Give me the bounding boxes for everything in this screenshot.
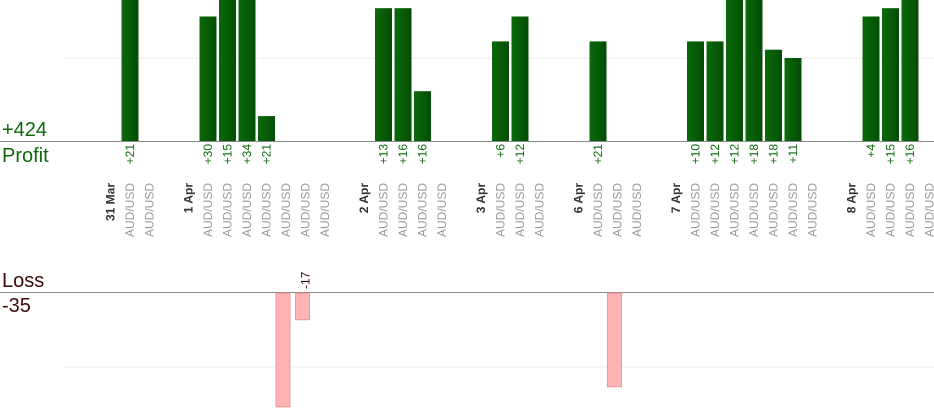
category-label: AUD/USD <box>377 183 391 237</box>
date-label: 1 Apr <box>182 183 196 214</box>
profit-bar <box>784 58 802 141</box>
category-label: AUD/USD <box>708 183 722 237</box>
profit-value-label: +10 <box>689 144 703 165</box>
category-label: AUD/USD <box>806 183 820 237</box>
profit-value-label: +18 <box>747 144 761 165</box>
profit-label: Profit <box>2 145 49 167</box>
profit-value-label: +15 <box>884 144 898 165</box>
category-label: AUD/USD <box>630 183 644 237</box>
category-label: AUD/USD <box>201 183 215 237</box>
profit-value-label: +30 <box>201 144 215 165</box>
category-label: AUD/USD <box>923 183 934 237</box>
profit-bar <box>121 0 139 141</box>
category-label: AUD/USD <box>884 183 898 237</box>
category-label: AUD/USD <box>396 183 410 237</box>
category-label: AUD/USD <box>611 183 625 237</box>
loss-bar <box>295 292 310 321</box>
profit-value-label: +21 <box>260 144 274 165</box>
category-label: AUD/USD <box>747 183 761 237</box>
category-label: AUD/USD <box>903 183 917 237</box>
category-label: AUD/USD <box>767 183 781 237</box>
category-label: AUD/USD <box>299 183 313 237</box>
profit-bar <box>745 0 763 141</box>
profit-total: +424 <box>2 119 48 141</box>
profit-value-label: +12 <box>513 144 527 165</box>
date-label: 31 Mar <box>104 183 118 221</box>
category-label: AUD/USD <box>533 183 547 237</box>
loss-total: -35 <box>2 295 31 317</box>
category-label: AUD/USD <box>416 183 430 237</box>
loss-value-label: -17 <box>299 271 313 289</box>
profit-bar <box>765 49 782 142</box>
date-label: 3 Apr <box>474 183 488 214</box>
profit-value-label: +11 <box>786 144 800 164</box>
profit-bar <box>862 16 880 141</box>
profit-value-label: +6 <box>494 144 508 158</box>
category-label: AUD/USD <box>318 183 332 237</box>
category-label: AUD/USD <box>279 183 293 237</box>
profit-bar <box>726 0 743 141</box>
profit-value-label: +15 <box>221 144 235 165</box>
profit-value-label: +21 <box>123 144 137 165</box>
profit-bar <box>882 8 899 142</box>
profit-bar <box>219 0 236 141</box>
date-label: 2 Apr <box>357 183 371 214</box>
profit-value-label: +34 <box>240 144 254 165</box>
profit-value-label: +16 <box>416 144 430 165</box>
loss-bar <box>275 292 291 408</box>
category-label: AUD/USD <box>728 183 742 237</box>
category-label: AUD/USD <box>123 183 137 237</box>
profit-bar <box>687 41 704 141</box>
profit-bar <box>589 41 607 141</box>
category-label: AUD/USD <box>864 183 878 237</box>
category-label: AUD/USD <box>143 183 157 237</box>
profit-bar <box>414 91 431 141</box>
profit-value-label: +16 <box>903 144 917 165</box>
category-label: AUD/USD <box>260 183 274 237</box>
profit-bar <box>258 116 275 141</box>
category-label: AUD/USD <box>435 183 449 237</box>
date-label: 7 Apr <box>669 183 683 214</box>
loss-label: Loss <box>2 270 45 292</box>
profit-value-label: +18 <box>767 144 781 165</box>
profit-value-label: +12 <box>708 144 722 165</box>
profit-value-label: +12 <box>728 144 742 165</box>
category-label: AUD/USD <box>221 183 235 237</box>
category-label: AUD/USD <box>240 183 254 237</box>
profit-bar <box>375 8 392 142</box>
category-label: AUD/USD <box>689 183 703 237</box>
category-label: AUD/USD <box>591 183 605 237</box>
profit-bar <box>511 16 529 141</box>
category-label: AUD/USD <box>494 183 508 237</box>
profit-bar <box>706 41 724 141</box>
profit-bar <box>199 16 217 141</box>
category-label: AUD/USD <box>786 183 800 237</box>
category-label: AUD/USD <box>513 183 527 237</box>
profit-bar <box>901 0 919 141</box>
profit-value-label: +21 <box>591 144 605 165</box>
profit-value-label: +13 <box>377 144 391 165</box>
profit-bar <box>238 0 256 141</box>
profit-value-label: +16 <box>396 144 410 165</box>
date-label: 8 Apr <box>845 183 859 214</box>
date-label: 6 Apr <box>572 183 586 214</box>
profit-value-label: +4 <box>864 144 878 158</box>
profit-bar <box>394 8 412 142</box>
profit-bar <box>492 41 509 141</box>
loss-bar <box>607 292 622 388</box>
